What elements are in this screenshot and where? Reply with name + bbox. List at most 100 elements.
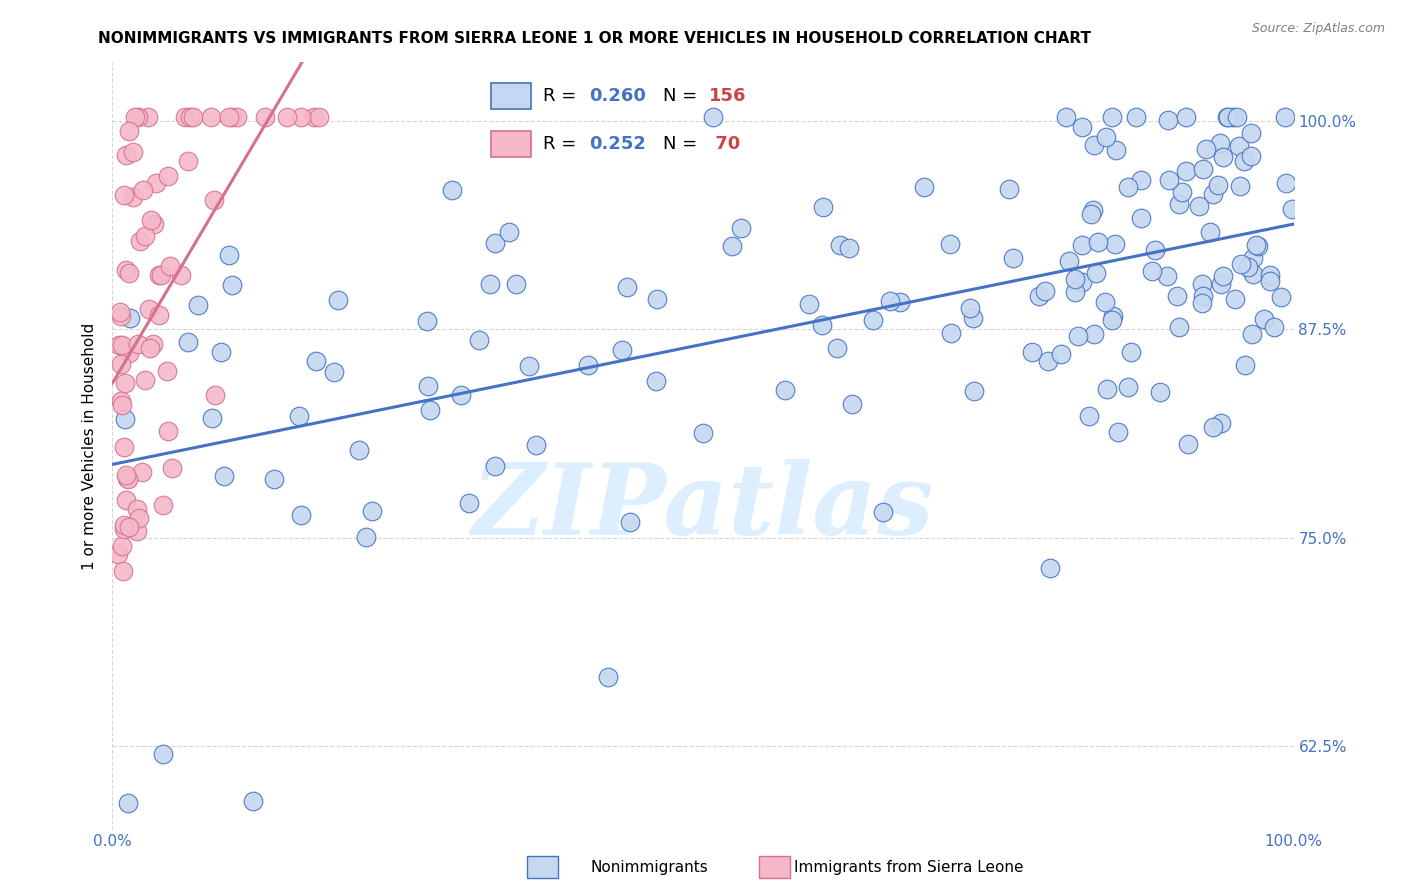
Point — [416, 378, 439, 392]
Point — [959, 301, 981, 315]
Point — [221, 111, 243, 125]
Text: ZIPatlas: ZIPatlas — [472, 459, 934, 556]
Point — [1064, 272, 1087, 286]
Point — [1258, 274, 1281, 288]
Point — [173, 111, 195, 125]
Point — [121, 145, 143, 159]
Point — [1087, 235, 1109, 250]
Point — [998, 182, 1021, 196]
Point — [879, 293, 901, 308]
Point — [730, 221, 752, 235]
Point — [107, 548, 129, 562]
Point — [1125, 111, 1147, 125]
Point — [218, 111, 240, 125]
Point — [110, 338, 132, 352]
Text: Source: ZipAtlas.com: Source: ZipAtlas.com — [1251, 22, 1385, 36]
Point — [139, 341, 162, 355]
Point — [125, 524, 148, 538]
Point — [226, 111, 249, 125]
Point — [1039, 560, 1062, 574]
Point — [114, 493, 136, 508]
Point — [128, 511, 150, 525]
Point — [505, 277, 527, 292]
Point — [124, 111, 146, 125]
Point — [1083, 137, 1105, 152]
Point — [1159, 173, 1181, 187]
Point — [152, 747, 174, 761]
Point — [1071, 120, 1094, 135]
Y-axis label: 1 or more Vehicles in Household: 1 or more Vehicles in Household — [82, 322, 97, 570]
Point — [155, 364, 177, 378]
Point — [108, 304, 131, 318]
Point — [841, 396, 863, 410]
Point — [963, 384, 986, 398]
Point — [1107, 425, 1129, 439]
Point — [1002, 251, 1025, 265]
Point — [112, 518, 135, 533]
Point — [143, 217, 166, 231]
Point — [253, 111, 276, 125]
Point — [440, 183, 463, 197]
Point — [1116, 380, 1139, 394]
Point — [141, 336, 163, 351]
Point — [114, 376, 136, 390]
Point — [181, 111, 204, 125]
Point — [134, 373, 156, 387]
Text: Nonimmigrants: Nonimmigrants — [591, 860, 709, 874]
Point — [290, 508, 312, 522]
Point — [862, 313, 884, 327]
Point — [1212, 269, 1234, 284]
Point — [1233, 153, 1256, 168]
Point — [1097, 382, 1119, 396]
Point — [152, 498, 174, 512]
Point — [825, 341, 848, 355]
Point — [1244, 237, 1267, 252]
Point — [305, 354, 328, 368]
Point — [110, 393, 132, 408]
Point — [138, 301, 160, 316]
Point — [201, 411, 224, 425]
Point — [811, 200, 834, 214]
Point — [1157, 113, 1180, 128]
Point — [361, 503, 384, 517]
Point — [1208, 178, 1230, 193]
Point — [1156, 268, 1178, 283]
Point — [1281, 202, 1303, 217]
Point — [1033, 284, 1056, 298]
Point — [1241, 267, 1264, 281]
Point — [645, 292, 668, 306]
Point — [799, 297, 821, 311]
Point — [288, 409, 311, 424]
Point — [576, 358, 599, 372]
Point — [1168, 319, 1191, 334]
Point — [204, 388, 226, 402]
Point — [127, 111, 149, 125]
Point — [1177, 437, 1199, 451]
Point — [1054, 111, 1077, 125]
Point — [1234, 359, 1257, 373]
Point — [308, 111, 330, 125]
Point — [1174, 111, 1197, 125]
Point — [117, 520, 139, 534]
Point — [1140, 264, 1163, 278]
Point — [1209, 136, 1232, 150]
Point — [121, 190, 143, 204]
Point — [1083, 326, 1105, 341]
Point — [114, 263, 136, 277]
Point — [721, 239, 744, 253]
Point — [610, 343, 633, 357]
Point — [811, 318, 834, 332]
Point — [1130, 211, 1153, 225]
Point — [263, 472, 285, 486]
Point — [115, 467, 138, 482]
Point — [498, 225, 520, 239]
Point — [114, 148, 136, 162]
Point — [187, 298, 209, 312]
Point — [118, 266, 141, 280]
Point — [468, 334, 491, 348]
Point — [148, 268, 170, 283]
Point — [1227, 139, 1250, 153]
Point — [1064, 285, 1087, 300]
Point — [1237, 260, 1260, 275]
Point — [1188, 199, 1211, 213]
